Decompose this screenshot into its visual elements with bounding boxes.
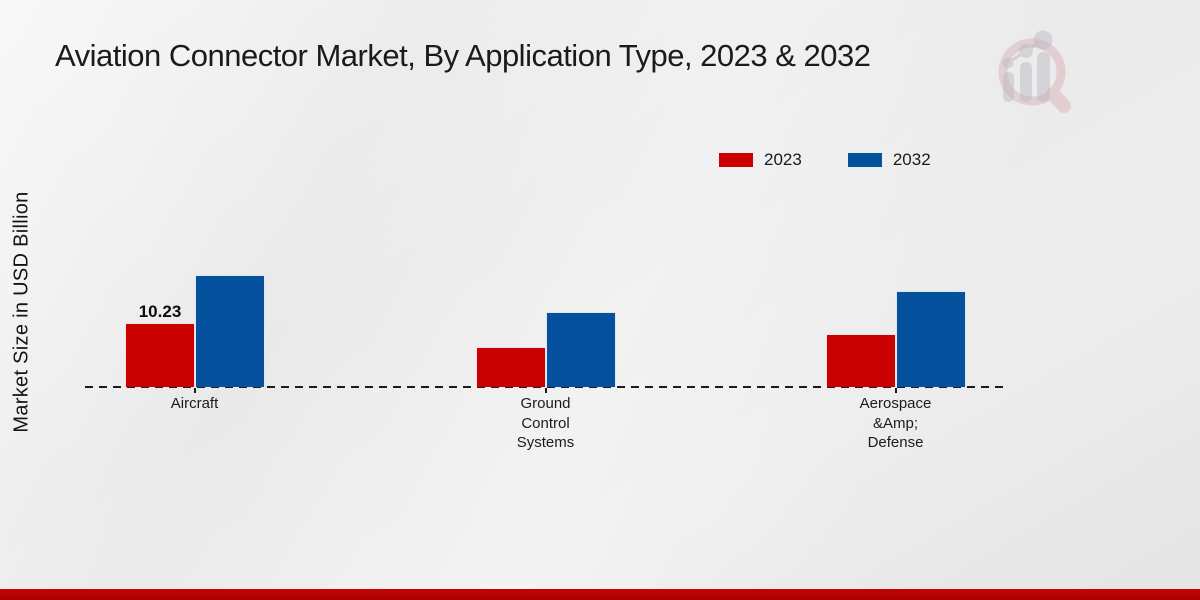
x-tick-label-aerospace-amp-defense: Aerospace &Amp; Defense [859, 395, 932, 451]
bar-2032-ground-control-systems [545, 312, 616, 387]
legend-label-2032: 2032 [892, 150, 931, 169]
x-axis-baseline [85, 386, 1007, 388]
x-axis-tick [544, 388, 547, 393]
legend-label-2023: 2023 [764, 150, 802, 169]
footer-accent-bar [0, 589, 1200, 600]
legend-swatch-2032 [847, 153, 882, 167]
legend: 2023 2032 [719, 150, 931, 170]
x-tick-label-ground-control-systems: Ground Control Systems [516, 395, 575, 451]
bar-2032-aircraft [194, 275, 265, 387]
bar-2023-ground-control-systems [475, 347, 546, 387]
bar-2032-aerospace-amp-defense [895, 291, 966, 387]
legend-item-2023: 2023 [719, 150, 802, 170]
bar-2023-aircraft [124, 323, 195, 387]
legend-item-2032: 2032 [847, 150, 931, 170]
x-tick-label-aircraft: Aircraft [170, 395, 219, 412]
y-axis-label: Market Size in USD Billion [10, 191, 33, 433]
x-axis-tick [193, 388, 196, 393]
bar-value-label: 10.23 [138, 302, 182, 321]
x-axis-tick [894, 388, 897, 393]
legend-swatch-2023 [719, 153, 753, 167]
bar-2023-aerospace-amp-defense [825, 334, 896, 387]
page-title: Aviation Connector Market, By Applicatio… [55, 38, 871, 73]
magnifier-growth-logo-icon [998, 30, 1071, 113]
